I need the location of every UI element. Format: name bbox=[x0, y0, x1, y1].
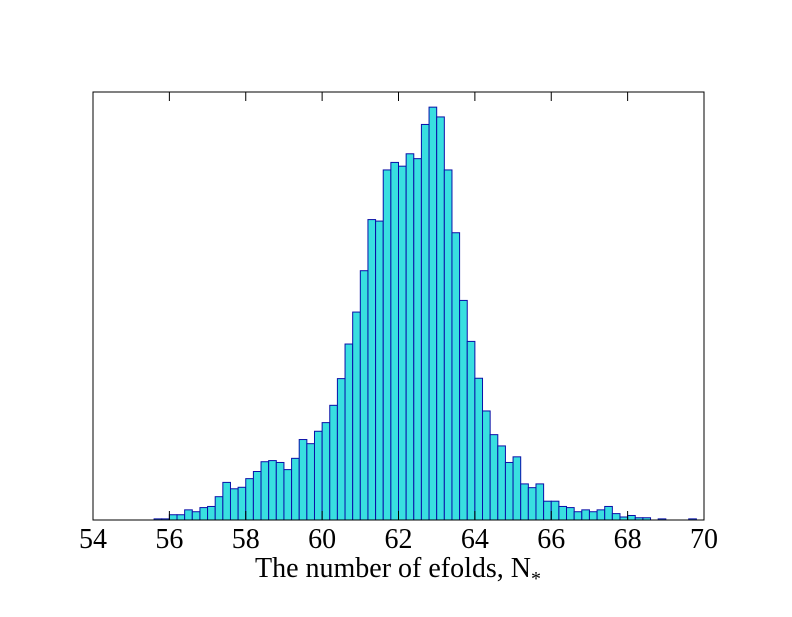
x-tick-label: 62 bbox=[385, 524, 413, 555]
x-tick-label: 58 bbox=[232, 524, 260, 555]
histogram-bar bbox=[405, 153, 415, 521]
x-axis-label-text: The number of efolds, N bbox=[255, 553, 531, 584]
histogram-bar bbox=[420, 123, 430, 521]
histogram-bar bbox=[482, 410, 491, 521]
histogram-bar bbox=[428, 106, 438, 521]
histogram-bar bbox=[604, 505, 613, 521]
histogram-bar bbox=[627, 514, 636, 521]
histogram-bar bbox=[474, 377, 484, 521]
histogram-bar bbox=[199, 507, 209, 521]
histogram-bar bbox=[489, 434, 499, 521]
histogram-bar bbox=[168, 514, 178, 521]
histogram-bar bbox=[375, 220, 384, 521]
histogram-bar bbox=[191, 511, 201, 521]
histogram-bar bbox=[222, 481, 231, 521]
histogram-bar bbox=[298, 439, 308, 521]
histogram-bar bbox=[588, 511, 598, 521]
histogram-bar bbox=[596, 509, 606, 521]
histogram-bar bbox=[359, 270, 369, 521]
histogram-bar bbox=[398, 165, 407, 521]
histogram-bar bbox=[313, 430, 323, 521]
histogram-bar bbox=[543, 500, 552, 521]
histogram-bar bbox=[214, 496, 224, 521]
histogram-bar bbox=[443, 169, 453, 521]
histogram-bar bbox=[237, 486, 247, 521]
x-axis-label-subscript: * bbox=[531, 568, 541, 590]
histogram-bar bbox=[207, 505, 216, 521]
histogram-bar bbox=[550, 500, 560, 521]
histogram-bar bbox=[451, 232, 461, 521]
x-tick-label: 56 bbox=[155, 524, 183, 555]
histogram-bar bbox=[283, 469, 293, 521]
histogram-bar bbox=[413, 158, 422, 521]
histogram-bar bbox=[321, 422, 331, 521]
histogram-bar bbox=[512, 456, 522, 521]
histogram-bar bbox=[520, 483, 529, 521]
histogram-bar bbox=[336, 378, 346, 521]
histogram-bar bbox=[558, 505, 568, 521]
histogram-bar bbox=[504, 461, 514, 521]
histogram-bar bbox=[344, 343, 354, 521]
histogram-bar bbox=[268, 460, 277, 521]
x-axis-label: The number of efolds, N* bbox=[255, 553, 541, 590]
x-tick-label: 60 bbox=[308, 524, 336, 555]
histogram-bar bbox=[573, 511, 583, 521]
histogram-bar bbox=[245, 478, 254, 521]
histogram-bar bbox=[176, 514, 186, 521]
x-tick-label: 66 bbox=[537, 524, 565, 555]
histogram-bar bbox=[306, 443, 315, 521]
histogram-bar bbox=[352, 311, 361, 521]
histogram-bar bbox=[260, 461, 270, 521]
x-ticks-layer bbox=[92, 92, 705, 520]
histogram-bar bbox=[527, 487, 537, 521]
histogram-bar bbox=[291, 457, 300, 521]
x-tick-label: 54 bbox=[79, 524, 107, 555]
histogram-bar bbox=[581, 509, 590, 521]
histogram-bar bbox=[275, 461, 285, 521]
x-tick-label: 64 bbox=[461, 524, 489, 555]
histogram-bar bbox=[497, 445, 506, 521]
x-tick-label: 68 bbox=[614, 524, 642, 555]
histogram-bar bbox=[367, 219, 377, 521]
x-tick-label: 70 bbox=[690, 524, 718, 555]
histogram-bar bbox=[184, 509, 193, 521]
histogram-bar bbox=[329, 404, 338, 521]
histogram-bar bbox=[535, 483, 545, 521]
histogram-bar bbox=[466, 340, 476, 521]
histogram-bar bbox=[382, 169, 392, 521]
histogram-bar bbox=[459, 299, 468, 521]
x-tick-labels-layer: 54 56 58 60 62 64 66 68 70 bbox=[79, 524, 718, 555]
histogram-bar bbox=[229, 488, 239, 521]
histogram-bar bbox=[390, 161, 399, 521]
histogram-bar bbox=[611, 513, 621, 521]
histogram-bar bbox=[436, 116, 445, 521]
histogram-bar bbox=[252, 471, 262, 521]
histogram-bar bbox=[566, 507, 575, 521]
